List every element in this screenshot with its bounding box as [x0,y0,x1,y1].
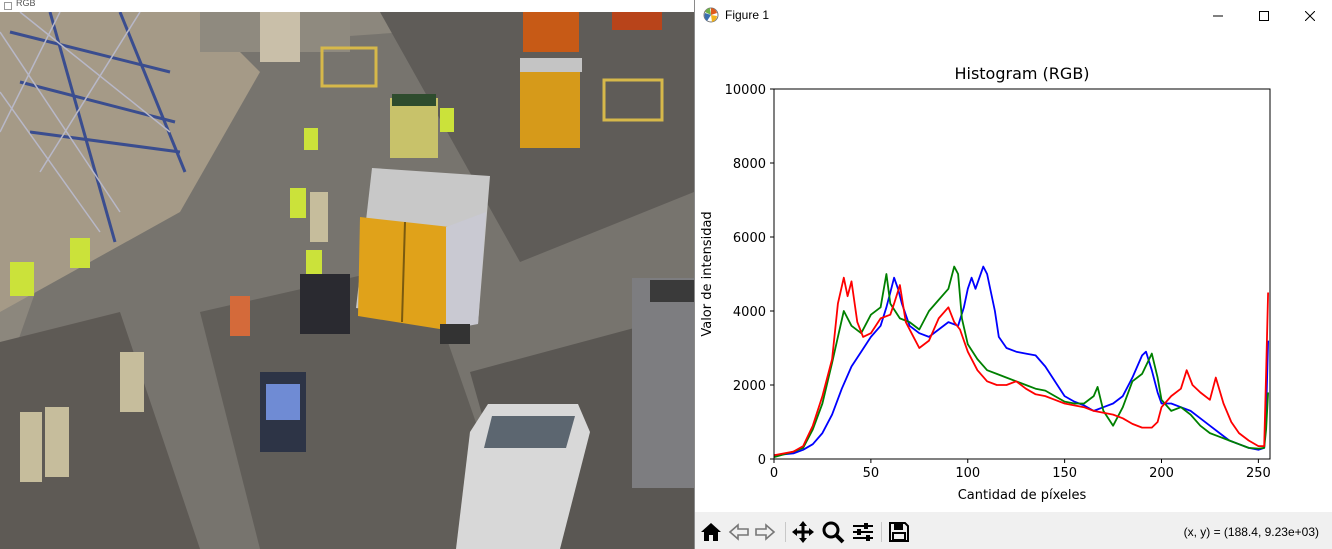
series-line-0 [773,265,1269,457]
save-icon [889,522,909,542]
image-window: RGB [0,0,694,549]
minimize-button[interactable] [1195,0,1241,31]
toolbar-separator [785,522,786,542]
x-tick-label: 250 [1246,466,1271,481]
y-tick-label: 2000 [733,379,766,394]
configure-subplots-icon [853,523,873,541]
figure-window-titlebar[interactable]: Figure 1 [695,0,1332,31]
matplotlib-icon [703,7,719,23]
image-window-title: RGB [16,0,36,8]
x-tick-label: 150 [1052,466,1077,481]
figure-window-title: Figure 1 [725,8,770,22]
pan-button[interactable] [791,520,815,544]
y-tick-label: 8000 [733,157,766,172]
toolbar-separator [881,522,882,542]
street-photo [0,12,694,549]
back-arrow-icon [728,523,749,541]
navigation-toolbar: (x, y) = (188.4, 9.23e+03) [695,512,1332,549]
histogram-chart[interactable]: 0 50 100 150 200 250 0 2000 4000 6000 8000 10000 Hi… [695,31,1331,511]
x-tick-label: 200 [1149,466,1174,481]
series-line-2 [773,276,1269,457]
forward-arrow-icon [755,523,776,541]
maximize-icon [1259,10,1269,21]
forward-button[interactable] [753,520,777,544]
minimize-icon [1213,15,1223,16]
pan-icon [792,521,814,543]
configure-subplots-button[interactable] [851,520,875,544]
home-icon [701,523,721,541]
x-axis-label: Cantidad de píxeles [958,488,1087,503]
x-tick-label: 100 [955,466,980,481]
y-tick-label: 4000 [733,305,766,320]
axes-frame [773,88,1271,460]
zoom-button[interactable] [821,520,845,544]
home-button[interactable] [699,520,723,544]
maximize-button[interactable] [1241,0,1287,31]
y-tick-label: 10000 [725,83,766,98]
x-tick-label: 0 [770,466,778,481]
y-tick-label: 0 [758,453,766,468]
y-tick-label: 6000 [733,231,766,246]
save-button[interactable] [887,520,911,544]
cursor-coordinates: (x, y) = (188.4, 9.23e+03) [1183,525,1319,539]
close-button[interactable] [1287,0,1332,31]
app-icon [4,2,12,10]
chart-title: Histogram (RGB) [954,64,1089,83]
series-line-1 [773,265,1269,458]
back-button[interactable] [727,520,751,544]
close-icon [1305,10,1315,21]
y-axis-label: Valor de intensidad [700,211,715,336]
figure-window: Figure 1 0 50 100 150 200 250 0 2000 4000 6000 800… [694,0,1332,549]
zoom-icon [822,521,845,544]
x-tick-label: 50 [863,466,880,481]
